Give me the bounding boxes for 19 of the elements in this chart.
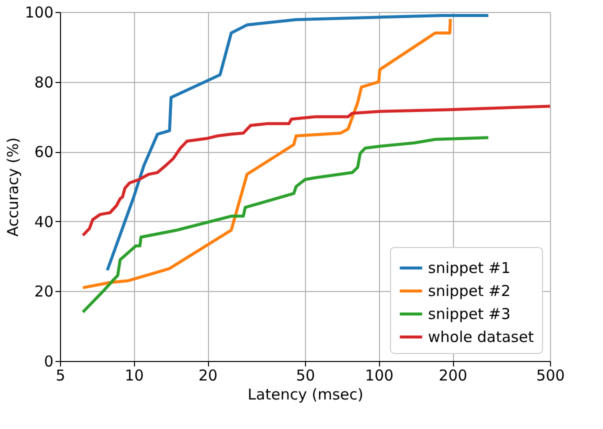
legend-label: snippet #2: [428, 282, 511, 300]
x-tick-label: 10: [124, 366, 144, 384]
y-tick-label: 20: [34, 282, 54, 301]
legend-label: whole dataset: [428, 328, 534, 346]
y-tick-label: 0: [44, 352, 54, 370]
y-tick-label: 100: [24, 4, 54, 22]
legend-label: snippet #3: [428, 305, 511, 323]
x-axis-title: Latency (msec): [248, 386, 364, 404]
x-tick-label: 5: [56, 366, 66, 384]
x-tick-label: 100: [364, 366, 394, 384]
y-tick-label: 80: [34, 73, 54, 92]
x-tick-label: 20: [198, 366, 218, 384]
x-tick-label: 500: [536, 366, 565, 384]
x-tick-label: 50: [296, 366, 316, 384]
legend-label: snippet #1: [428, 259, 511, 277]
y-axis-title: Accuracy (%): [4, 137, 22, 237]
x-tick-label: 200: [438, 366, 468, 384]
y-tick-label: 40: [34, 212, 54, 231]
y-tick-label: 60: [34, 143, 54, 162]
